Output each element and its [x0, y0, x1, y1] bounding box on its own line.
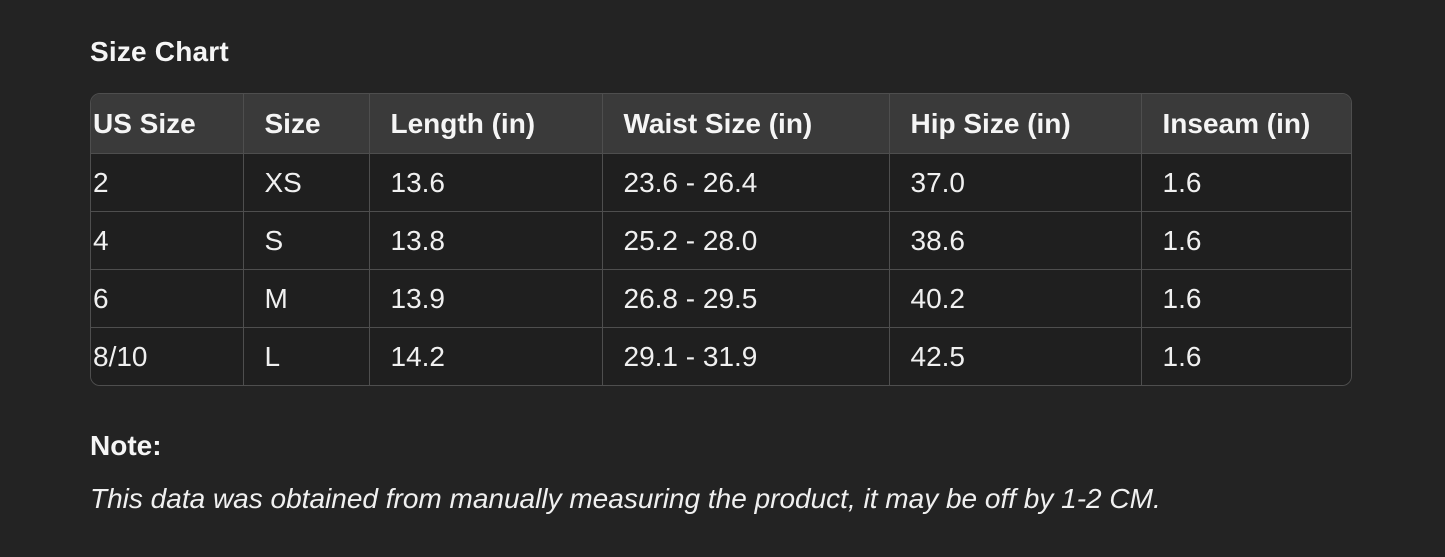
table-cell: 1.6	[1141, 327, 1351, 385]
table-cell: 38.6	[889, 211, 1142, 270]
table-cell: 1.6	[1141, 269, 1351, 328]
size-table: US Size Size Length (in) Waist Size (in)…	[91, 94, 1351, 385]
table-cell: 40.2	[889, 269, 1142, 328]
table-cell: 4	[91, 211, 244, 270]
table-cell: 6	[91, 269, 244, 328]
header-cell-length: Length (in)	[369, 94, 603, 154]
table-cell: M	[243, 269, 370, 328]
note-label: Note:	[90, 430, 162, 461]
table-cell: 1.6	[1141, 153, 1351, 212]
table-cell: 2	[91, 153, 244, 212]
table-cell: 13.8	[369, 211, 603, 270]
table-cell: 8/10	[91, 327, 244, 385]
header-cell-waist: Waist Size (in)	[602, 94, 890, 154]
table-cell: 1.6	[1141, 211, 1351, 270]
table-cell: L	[243, 327, 370, 385]
table-cell: XS	[243, 153, 370, 212]
note-text: This data was obtained from manually mea…	[90, 483, 1161, 514]
header-cell-us-size: US Size	[91, 94, 244, 154]
size-table-frame: US Size Size Length (in) Waist Size (in)…	[90, 93, 1352, 386]
table-cell: 14.2	[369, 327, 603, 385]
header-cell-inseam: Inseam (in)	[1141, 94, 1351, 154]
header-cell-hip: Hip Size (in)	[889, 94, 1142, 154]
table-cell: 42.5	[889, 327, 1142, 385]
table-cell: 13.6	[369, 153, 603, 212]
table-cell: S	[243, 211, 370, 270]
table-cell: 37.0	[889, 153, 1142, 212]
table-cell: 25.2 - 28.0	[602, 211, 890, 270]
table-cell: 13.9	[369, 269, 603, 328]
table-header-row: US Size Size Length (in) Waist Size (in)…	[91, 94, 1351, 154]
table-row: 2 XS 13.6 23.6 - 26.4 37.0 1.6	[91, 153, 1351, 212]
table-row: 4 S 13.8 25.2 - 28.0 38.6 1.6	[91, 211, 1351, 270]
table-row: 8/10 L 14.2 29.1 - 31.9 42.5 1.6	[91, 327, 1351, 385]
table-cell: 23.6 - 26.4	[602, 153, 890, 212]
page-title: Size Chart	[90, 36, 229, 67]
header-cell-size: Size	[243, 94, 370, 154]
table-cell: 29.1 - 31.9	[602, 327, 890, 385]
table-cell: 26.8 - 29.5	[602, 269, 890, 328]
table-row: 6 M 13.9 26.8 - 29.5 40.2 1.6	[91, 269, 1351, 328]
